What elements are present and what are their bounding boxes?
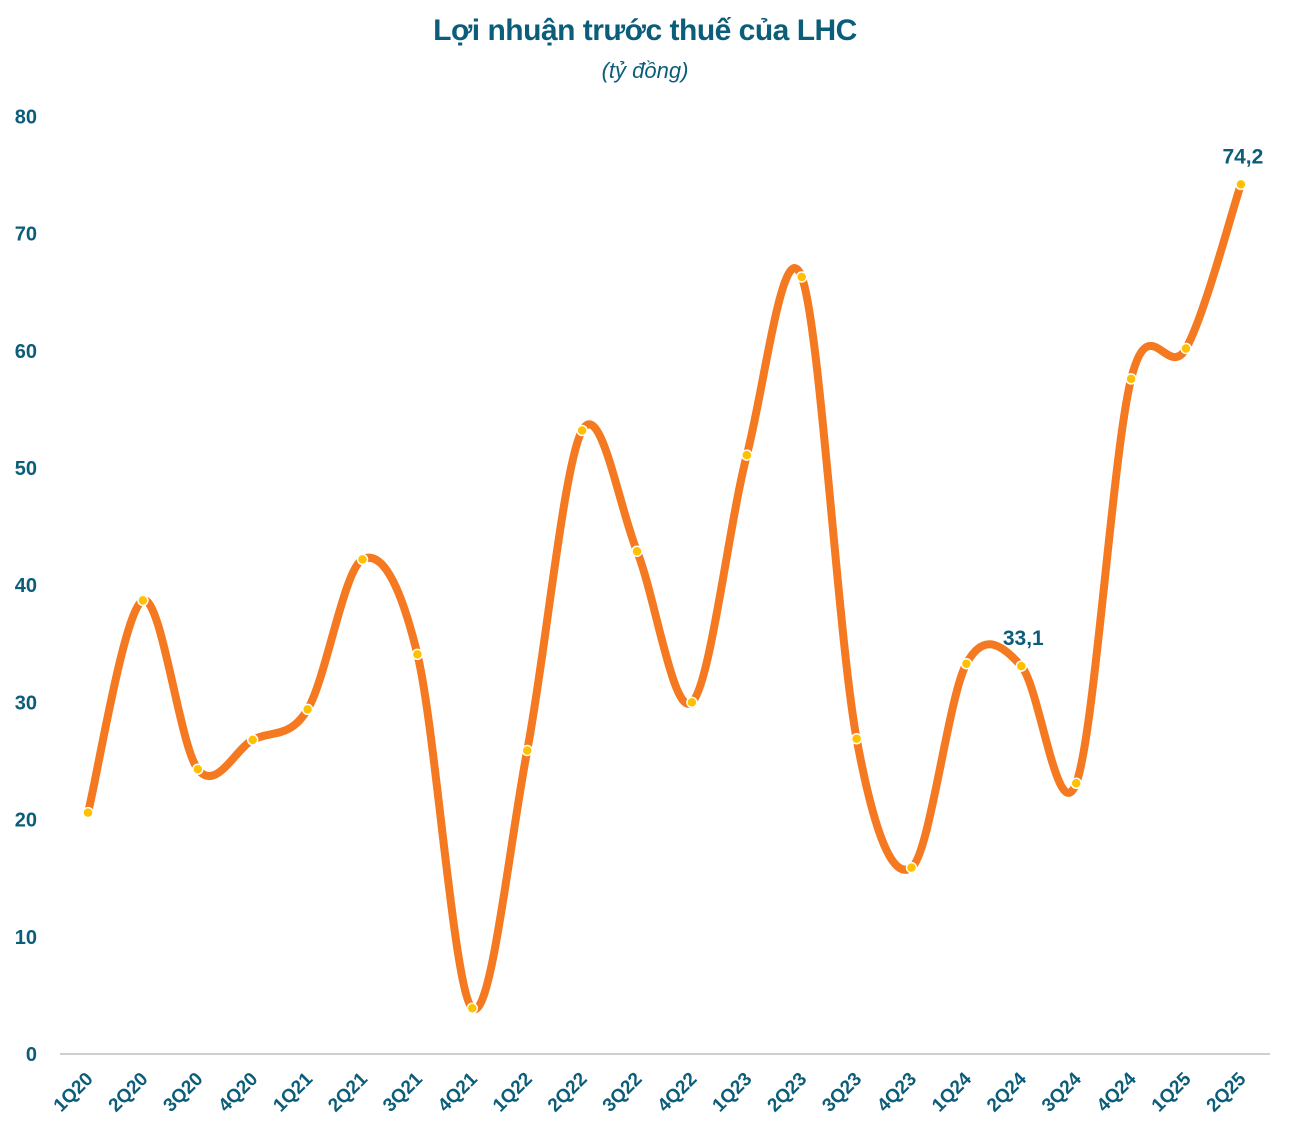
x-tick-label: 2Q24 <box>983 1068 1031 1116</box>
data-point <box>1070 777 1082 790</box>
data-point <box>741 449 753 461</box>
x-tick-label: 4Q22 <box>654 1069 702 1117</box>
data-point <box>850 732 863 745</box>
data-point <box>1180 342 1192 355</box>
x-tick-label: 2Q22 <box>544 1069 592 1117</box>
x-tick-label: 1Q20 <box>50 1069 98 1117</box>
x-tick-label: 3Q23 <box>818 1069 866 1117</box>
x-tick-label: 4Q20 <box>215 1069 263 1117</box>
data-point <box>137 594 149 607</box>
y-tick-label: 70 <box>15 224 37 246</box>
x-tick-label: 4Q21 <box>434 1068 482 1116</box>
data-point <box>521 744 533 757</box>
x-axis-ticks: 1Q20 2Q20 3Q20 4Q20 1Q21 2Q21 3Q21 4Q21 1Q22 2Q22… <box>50 1068 1251 1116</box>
x-tick-label: 4Q24 <box>1093 1068 1141 1116</box>
x-tick-label: 2Q21 <box>324 1068 372 1116</box>
y-tick-label: 40 <box>15 575 37 597</box>
data-point <box>1235 178 1247 191</box>
data-point <box>960 657 973 670</box>
x-tick-label: 2Q20 <box>105 1069 153 1117</box>
y-tick-label: 10 <box>15 927 37 949</box>
x-tick-label: 3Q21 <box>379 1068 427 1116</box>
x-tick-label: 1Q24 <box>928 1068 976 1116</box>
data-labels: 33,1 74,2 <box>1003 145 1263 650</box>
y-tick-label: 50 <box>15 458 37 480</box>
data-point <box>356 553 369 566</box>
data-label: 33,1 <box>1003 627 1044 650</box>
data-point <box>82 806 94 819</box>
x-tick-label: 4Q23 <box>873 1069 921 1117</box>
x-tick-label: 1Q22 <box>489 1069 537 1117</box>
x-tick-label: 3Q22 <box>599 1069 647 1117</box>
series-markers <box>82 178 1247 1015</box>
x-tick-label: 1Q23 <box>709 1069 757 1117</box>
y-tick-label: 0 <box>26 1044 37 1066</box>
data-point <box>905 861 918 874</box>
data-point <box>631 545 643 557</box>
series-line <box>84 180 1245 1014</box>
x-tick-label: 2Q23 <box>764 1069 812 1117</box>
data-point <box>576 424 588 437</box>
data-point <box>686 696 698 709</box>
x-tick-label: 1Q25 <box>1148 1068 1196 1116</box>
data-point <box>411 648 424 661</box>
data-point <box>1125 373 1137 385</box>
y-axis-ticks: 0 10 20 30 40 50 60 70 80 <box>15 106 37 1066</box>
data-point <box>246 734 259 746</box>
x-tick-label: 2Q25 <box>1203 1068 1251 1116</box>
y-tick-label: 60 <box>15 341 37 363</box>
chart-subtitle: (tỷ đồng) <box>601 58 689 83</box>
data-label: 74,2 <box>1222 145 1263 168</box>
y-tick-label: 80 <box>15 106 37 128</box>
x-tick-label: 3Q20 <box>160 1069 208 1117</box>
y-tick-label: 30 <box>15 692 37 714</box>
data-point <box>301 703 314 716</box>
data-point <box>1015 660 1028 672</box>
x-tick-label: 1Q21 <box>269 1068 317 1116</box>
chart-title: Lợi nhuận trước thuế của LHC <box>433 14 857 47</box>
x-tick-label: 3Q24 <box>1038 1068 1086 1116</box>
data-point <box>795 271 808 283</box>
data-point <box>192 763 204 775</box>
y-tick-label: 20 <box>15 810 37 832</box>
data-point <box>466 1002 479 1015</box>
